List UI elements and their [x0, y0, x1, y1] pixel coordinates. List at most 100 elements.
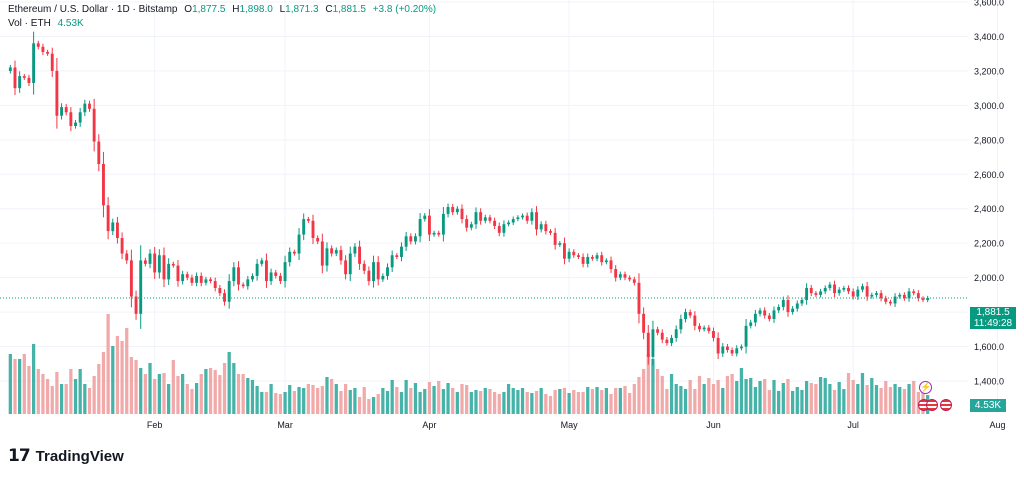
candle: [688, 309, 692, 319]
volume-bar: [50, 386, 54, 414]
volume-bar: [334, 384, 338, 414]
volume-bar: [506, 384, 511, 414]
candle: [414, 233, 417, 245]
time-tick-label: May: [561, 420, 579, 430]
us-flag-event-icon[interactable]: [926, 399, 938, 411]
candle: [171, 261, 175, 268]
volume-bar: [614, 388, 618, 414]
volume-bar: [222, 363, 227, 414]
volume-bar: [618, 388, 622, 414]
candle: [730, 347, 734, 357]
candle: [27, 74, 31, 86]
candle: [32, 31, 36, 95]
price-tick-label: 1,600.0: [974, 342, 1004, 352]
time-tick-label: Jun: [706, 420, 721, 430]
volume-bar: [562, 388, 567, 414]
candle: [660, 329, 664, 344]
candle: [851, 288, 855, 300]
candle: [455, 206, 459, 215]
candle: [162, 247, 166, 288]
candle: [330, 245, 334, 257]
volume-label: Vol · ETH: [8, 18, 51, 29]
time-axis: Feb Mar Apr May Jun Jul Aug: [147, 420, 1006, 430]
candle: [483, 214, 487, 224]
volume-bar: [786, 379, 790, 414]
volume-bar: [455, 392, 459, 414]
candle: [320, 233, 324, 274]
candle: [856, 286, 860, 301]
candle: [535, 206, 538, 236]
candle: [916, 290, 920, 302]
candle: [283, 255, 287, 288]
candle: [36, 40, 40, 50]
candle: [576, 253, 580, 260]
volume-bar: [800, 390, 804, 414]
candle: [800, 297, 804, 307]
volume-bar: [348, 390, 352, 414]
volume-bar: [474, 390, 478, 414]
volume-bar: [376, 394, 380, 414]
candle: [251, 273, 254, 282]
candle: [269, 268, 273, 285]
candle: [255, 259, 259, 281]
volume-bar: [781, 383, 785, 414]
candle: [833, 280, 836, 298]
candle: [390, 250, 394, 273]
volume-bar: [404, 380, 408, 414]
volume-bar: [846, 373, 851, 414]
volume-bar: [320, 386, 324, 414]
volume-bar: [772, 380, 776, 414]
volume-bar: [632, 384, 636, 414]
volume-bar: [567, 393, 571, 414]
candle: [758, 307, 762, 317]
time-tick-label: Feb: [147, 420, 163, 430]
volume-bar: [218, 375, 222, 414]
volume-bar: [646, 354, 650, 414]
candle: [786, 295, 790, 317]
volume-bar: [669, 374, 674, 414]
lightning-event-icon[interactable]: ⚡: [919, 381, 932, 394]
candle: [712, 327, 715, 342]
candle: [884, 295, 888, 305]
candle: [907, 287, 911, 302]
volume-bar: [628, 393, 632, 414]
candle: [725, 343, 729, 353]
candle: [507, 220, 511, 227]
volume-bar: [59, 384, 64, 414]
volume-bar: [55, 372, 59, 414]
candle: [376, 256, 380, 286]
candle: [753, 309, 757, 327]
tradingview-brand[interactable]: 17 TradingView: [8, 446, 124, 466]
volume-bar: [311, 385, 315, 414]
volume-bar: [83, 384, 87, 414]
candle: [432, 230, 436, 237]
candle: [232, 262, 236, 287]
candle: [334, 247, 338, 257]
candle: [558, 241, 562, 248]
volume-bar: [651, 359, 655, 414]
volume-bar: [22, 354, 26, 414]
us-flag-event-icon[interactable]: [940, 399, 952, 411]
volume-bar: [595, 387, 599, 414]
volume-bar: [13, 359, 17, 414]
candle: [348, 246, 352, 282]
candle: [739, 344, 743, 351]
candle: [604, 258, 608, 265]
volume-bar: [683, 389, 688, 414]
volume-bar: [31, 344, 36, 414]
volume-bar: [777, 391, 781, 414]
last-price-tag: 1,881.5 11:49:28: [970, 307, 1016, 329]
candle: [735, 345, 739, 357]
ohlc-open: O1,877.5: [184, 4, 226, 15]
candle: [898, 292, 902, 299]
tradingview-logo-icon: 17: [8, 446, 31, 466]
candle: [111, 218, 115, 235]
volume-bar: [460, 384, 464, 414]
candle: [372, 255, 375, 288]
candle: [148, 249, 152, 269]
volume-bar: [343, 384, 348, 414]
candle: [274, 269, 278, 279]
volume-bar: [721, 388, 725, 414]
candle: [656, 326, 660, 336]
